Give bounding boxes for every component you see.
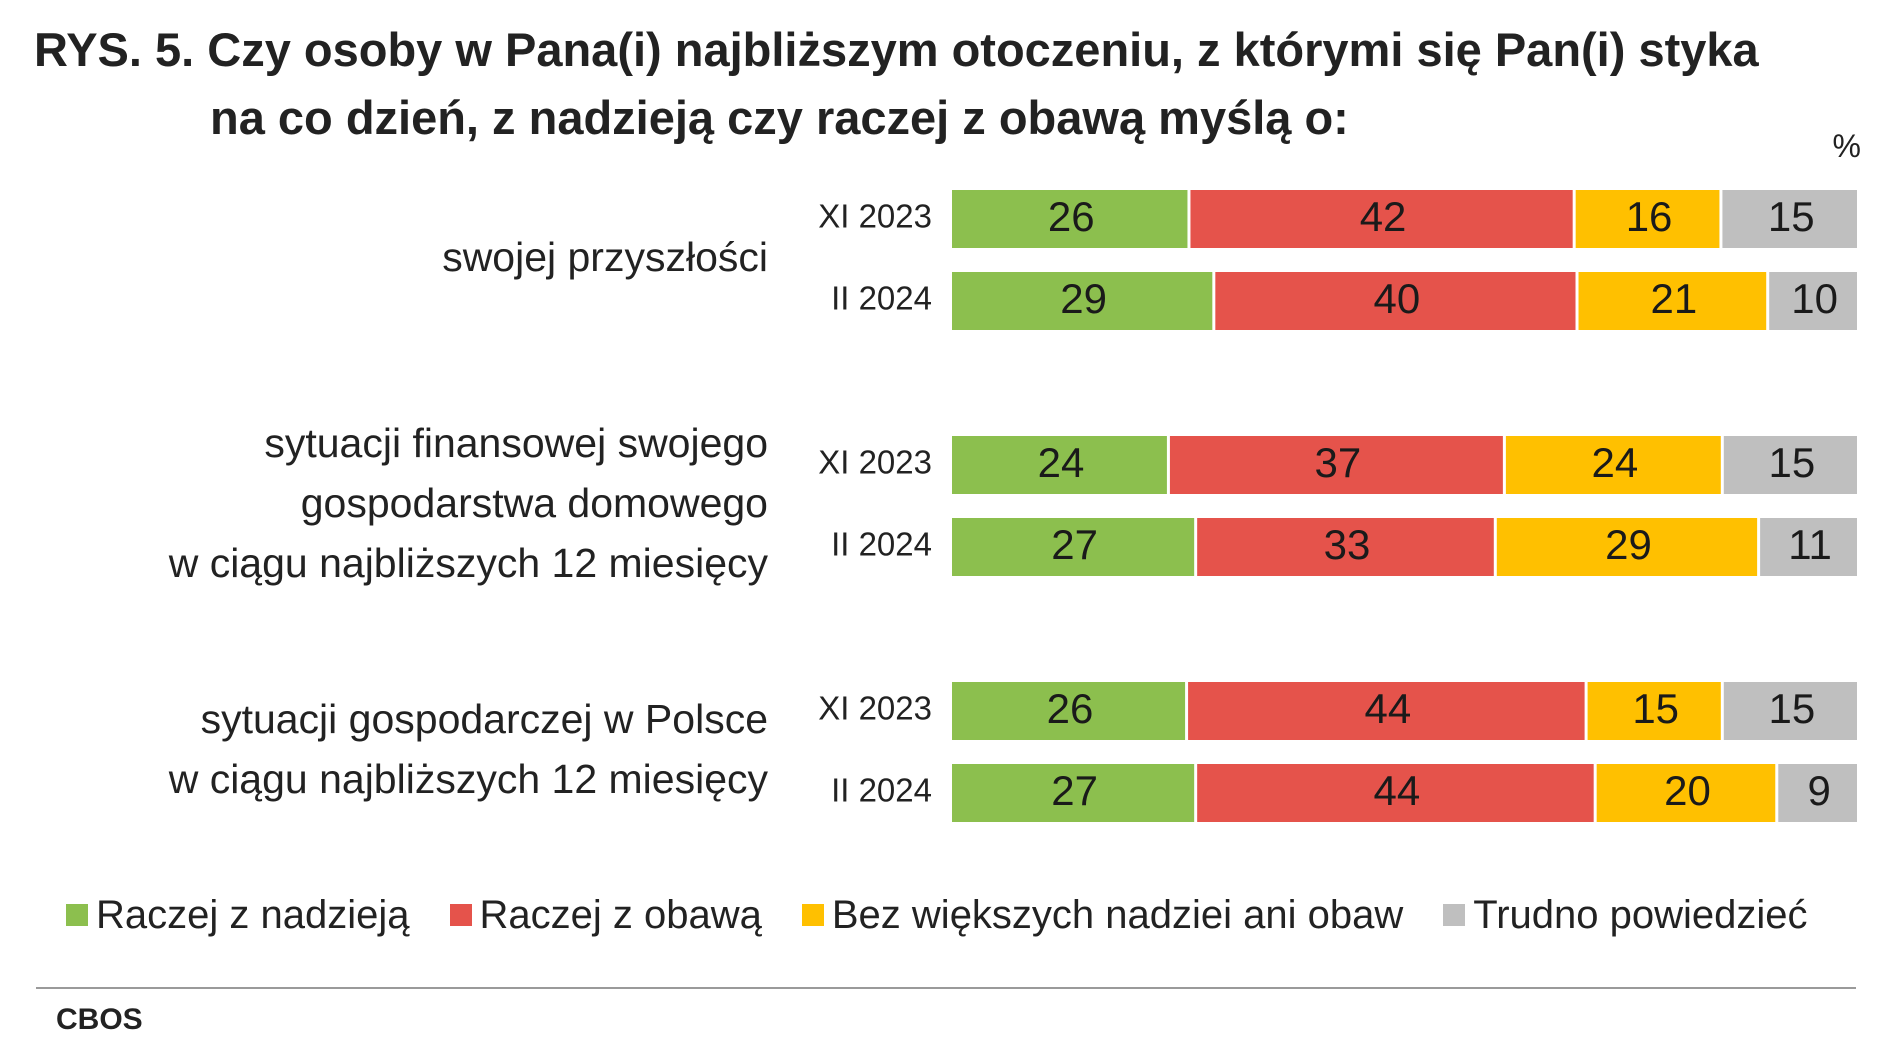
category-label: w ciągu najbliższych 12 miesięcy [168, 540, 769, 586]
data-label: 40 [1374, 275, 1421, 322]
data-label: 26 [1047, 685, 1094, 732]
bar-segment [1505, 436, 1721, 494]
legend-label: Trudno powiedzieć [1473, 892, 1808, 937]
data-label: 9 [1807, 767, 1830, 814]
legend-item: Raczej z nadzieją [66, 893, 410, 938]
bar-segment [1169, 436, 1503, 494]
data-label: 27 [1051, 767, 1098, 814]
data-label: 20 [1664, 767, 1711, 814]
bar-segment [952, 272, 1213, 330]
legend-swatch [801, 904, 824, 926]
period-label: XI 2023 [818, 690, 932, 727]
data-label: 15 [1769, 439, 1816, 486]
bar-segment [1769, 272, 1857, 330]
legend-swatch [1443, 904, 1466, 926]
data-label: 15 [1769, 685, 1816, 732]
bar-segment [1496, 518, 1758, 576]
data-label: 26 [1048, 193, 1095, 240]
data-label: 33 [1324, 521, 1371, 568]
bar-segment [1722, 190, 1857, 248]
source-label: CBOS [56, 1003, 143, 1036]
legend-item: Bez większych nadziei ani obaw [801, 892, 1404, 938]
data-label: 15 [1768, 193, 1815, 240]
chart-title-line-1: RYS. 5. Czy osoby w Pana(i) najbliższym … [34, 23, 1759, 76]
data-label: 27 [1051, 521, 1098, 568]
category-label: w ciągu najbliższych 12 miesięcy [168, 756, 769, 802]
bar-segment [1188, 682, 1585, 740]
data-label: 44 [1374, 767, 1421, 814]
bar-segment [1197, 764, 1594, 822]
period-label: II 2024 [831, 526, 932, 563]
data-label: 29 [1060, 275, 1107, 322]
bar-segment [1596, 764, 1776, 822]
period-label: II 2024 [831, 772, 932, 809]
legend: Raczej z nadzieją Raczej z obawą Bez więks… [66, 888, 1848, 942]
legend-label: Raczej z obawą [479, 892, 762, 937]
category-label: sytuacji finansowej swojego [264, 420, 768, 466]
bar-segment [1778, 764, 1857, 822]
bar-segment [1760, 518, 1857, 576]
data-label: 42 [1360, 193, 1407, 240]
bar-segment [1215, 272, 1576, 330]
legend-swatch [449, 904, 472, 926]
bar-segment [952, 436, 1167, 494]
category-label: gospodarstwa domowego [301, 480, 768, 526]
bar-segment [1587, 682, 1721, 740]
legend-item: Raczej z obawą [449, 892, 762, 938]
unit-label: % [1832, 128, 1861, 164]
bar-segment [1723, 436, 1857, 494]
bar-segment [1190, 190, 1573, 248]
legend-item: Trudno powiedzieć [1443, 892, 1808, 938]
bar-segment [1578, 272, 1767, 330]
data-label: 44 [1364, 685, 1411, 732]
data-label: 24 [1591, 439, 1638, 486]
bar-segment [952, 190, 1188, 248]
legend-label: Bez większych nadziei ani obaw [831, 892, 1404, 937]
legend-label: Raczej z nadzieją [96, 892, 410, 937]
period-label: XI 2023 [818, 198, 932, 235]
data-label: 24 [1038, 439, 1085, 486]
category-label: swojej przyszłości [442, 234, 768, 280]
bar-segment [1197, 518, 1494, 576]
bar-segment [952, 518, 1195, 576]
period-label: XI 2023 [818, 444, 932, 481]
bar-segment [1575, 190, 1720, 248]
legend-swatch [66, 904, 88, 926]
bar-segment [952, 682, 1186, 740]
data-label: 15 [1632, 685, 1679, 732]
data-label: 21 [1651, 275, 1698, 322]
data-label: 37 [1315, 439, 1362, 486]
data-label: 11 [1788, 521, 1832, 568]
category-label: sytuacji gospodarczej w Polsce [201, 696, 768, 742]
chart-title-line-2: na co dzień, z nadzieją czy raczej z oba… [210, 91, 1349, 144]
data-label: 29 [1605, 521, 1652, 568]
bar-segment [952, 764, 1195, 822]
footer-divider [36, 987, 1856, 989]
data-label: 10 [1791, 275, 1838, 322]
stacked-bar-chart: swojej przyszłości XI 2023 26 42 16 15 II 2024… [168, 190, 1857, 822]
period-label: II 2024 [831, 280, 932, 317]
data-label: 16 [1626, 193, 1673, 240]
bar-segment [1723, 682, 1857, 740]
